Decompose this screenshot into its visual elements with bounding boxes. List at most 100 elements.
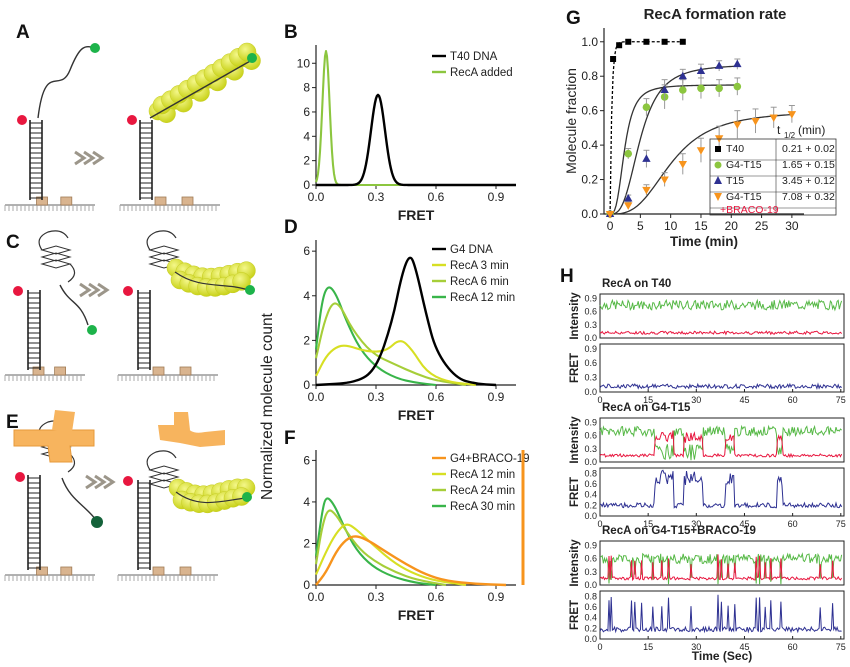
intensity-frame: [599, 293, 845, 339]
fret-frame: [599, 343, 845, 393]
y-tick-label: 0.6: [584, 431, 597, 441]
y-tick-label: 0.6: [584, 307, 597, 317]
biotin-block: [179, 566, 192, 576]
arrow-icon: [74, 150, 87, 166]
x-tick-label: 45: [739, 642, 749, 652]
biotin-block: [54, 366, 66, 376]
y-tick-label: 0.9: [584, 344, 597, 354]
g-quartet: [148, 245, 180, 255]
data-point: [642, 154, 651, 162]
panel-label-g: G: [566, 8, 581, 29]
series-line: [315, 340, 477, 387]
y-tick-label: 0.0: [584, 511, 597, 521]
x-tick-label: 5: [637, 219, 644, 233]
series-line: [315, 535, 507, 587]
y-tick-label: 0.6: [584, 358, 597, 368]
intensity-axis-label: Intensity: [569, 416, 581, 464]
y-tick-label: 0.0: [584, 634, 597, 644]
y-tick-label: 0.0: [584, 387, 597, 397]
panel-label-f: F: [284, 428, 296, 449]
x-tick-label: 0.0: [308, 590, 325, 604]
legend-label: RecA 6 min: [450, 276, 509, 288]
braco-19-released: [174, 412, 190, 430]
data-point: [610, 56, 617, 62]
x-tick-label: 60: [788, 519, 798, 529]
legend-marker: [714, 176, 722, 184]
y-tick-label: 2: [303, 154, 310, 168]
panel-label-e: E: [6, 412, 19, 433]
data-point: [642, 103, 651, 112]
x-tick-label: 0.9: [488, 590, 505, 604]
y-tick-label: 0.4: [581, 138, 598, 152]
panel-label-a: A: [16, 22, 30, 43]
x-tick-label: 0.6: [428, 390, 445, 404]
acceptor-dye: [90, 43, 100, 53]
g-quartet: [148, 465, 180, 475]
trace-title: RecA on G4-T15+BRACO-19: [602, 525, 756, 537]
intensity-frame: [599, 540, 845, 586]
x-tick-label: 0.6: [428, 190, 445, 204]
arrow-icon: [97, 282, 110, 298]
x-tick-label: 0.3: [368, 590, 385, 604]
data-point: [751, 118, 760, 126]
y-tick-label: 2: [303, 333, 310, 347]
arrow-icon: [85, 474, 98, 490]
data-point: [661, 38, 668, 45]
y-tick-label: 0.3: [584, 567, 597, 577]
biotin-block: [181, 196, 194, 206]
x-tick-label: 0: [597, 519, 602, 529]
x-tick-label: 0.0: [308, 190, 325, 204]
series-line: [314, 497, 437, 587]
series-line: [315, 256, 497, 387]
legend-header-unit: (min): [798, 123, 825, 137]
ssdna-tail: [37, 45, 96, 119]
x-tick-label: 15: [694, 219, 708, 233]
x-tick-label: 30: [691, 395, 701, 405]
donor-acceptor-green-trace: [599, 298, 843, 312]
series-line: [315, 93, 517, 187]
y-tick-label: 0.6: [584, 602, 597, 612]
x-tick-label: 75: [836, 519, 846, 529]
data-point: [616, 42, 623, 49]
donor-dye: [15, 472, 25, 482]
data-point: [697, 84, 705, 93]
y-tick-label: 6: [303, 453, 310, 467]
biotin-block: [152, 366, 165, 376]
y-tick-label: 10: [297, 56, 311, 70]
y-tick-label: 1.0: [581, 35, 598, 49]
arrow-icon: [94, 474, 107, 490]
intensity-frame: [599, 417, 845, 463]
red-trace: [599, 330, 842, 336]
ssdna-tail: [59, 284, 89, 326]
data-point: [696, 147, 706, 155]
legend-label: RecA 12 min: [450, 292, 515, 304]
y-tick-label: 0.8: [581, 69, 598, 83]
panel-label-b: B: [284, 22, 298, 43]
chart-d: 0.0 0.3 0.6 0.9 0 2 4 6 FRET G4 DNA RecA 3 min RecA…: [303, 240, 516, 423]
legend-header: t: [777, 123, 781, 137]
data-point: [678, 161, 687, 169]
braco-19-ligand: [52, 410, 75, 432]
legend-t-half: 0.21 + 0.02: [782, 143, 835, 155]
axis-line: [315, 45, 516, 186]
arrow-icon: [88, 282, 101, 298]
legend-series-name: T15: [726, 175, 744, 187]
x-tick-label: 75: [836, 395, 846, 405]
ssdna-tail: [175, 491, 247, 504]
y-tick-label: 2: [303, 536, 310, 550]
biotin-block: [179, 366, 192, 376]
y-tick-label: 0.9: [584, 540, 597, 550]
x-tick-label: 0.6: [428, 590, 445, 604]
data-point: [642, 186, 651, 195]
x-tick-label: 45: [739, 519, 749, 529]
shared-y-axis-label: Normalized molecule count: [259, 312, 276, 500]
y-tick-label: 4: [303, 289, 310, 303]
braco-19-ligand: [13, 429, 95, 463]
biotin-block: [36, 566, 48, 576]
legend-label: RecA 30 min: [450, 501, 515, 513]
x-tick-label: 30: [691, 519, 701, 529]
y-tick-label: 0: [303, 378, 310, 392]
x-tick-label: 0.9: [488, 390, 505, 404]
chart-title: RecA formation rate: [644, 6, 787, 23]
y-tick-label: 0.3: [584, 373, 597, 383]
